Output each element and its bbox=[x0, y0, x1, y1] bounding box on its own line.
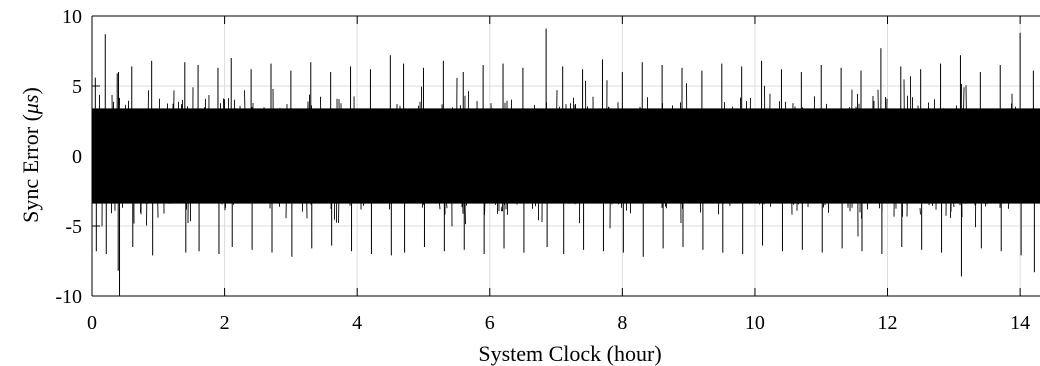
x-tick-label: 14 bbox=[1010, 312, 1030, 334]
y-tick-label: 0 bbox=[72, 146, 82, 168]
y-axis-label-unit: μs bbox=[18, 94, 43, 115]
y-tick-label: -5 bbox=[65, 216, 82, 238]
x-tick-labels: 0 2 4 6 8 10 12 14 bbox=[87, 312, 1030, 334]
y-axis-label-text: Sync Error ( bbox=[18, 114, 43, 223]
x-tick-label: 4 bbox=[352, 312, 362, 334]
sync-error-series bbox=[91, 28, 1040, 296]
x-tick-label: 2 bbox=[220, 312, 230, 334]
y-tick-label: -10 bbox=[55, 286, 82, 308]
y-axis-label: Sync Error (μs) bbox=[18, 87, 43, 223]
tick-marks bbox=[91, 15, 1021, 297]
noise-core-band bbox=[92, 108, 1040, 204]
x-tick-label: 8 bbox=[617, 312, 627, 334]
x-axis-label: System Clock (hour) bbox=[478, 341, 661, 366]
x-tick-label: 6 bbox=[485, 312, 495, 334]
y-axis-label-close: ) bbox=[18, 87, 43, 94]
y-tick-label: 5 bbox=[72, 76, 82, 98]
x-tick-label: 0 bbox=[87, 312, 97, 334]
y-tick-labels: 10 5 0 -5 -10 bbox=[55, 6, 82, 308]
x-tick-label: 10 bbox=[745, 312, 765, 334]
x-tick-label: 12 bbox=[878, 312, 898, 334]
y-tick-label: 10 bbox=[62, 6, 82, 28]
